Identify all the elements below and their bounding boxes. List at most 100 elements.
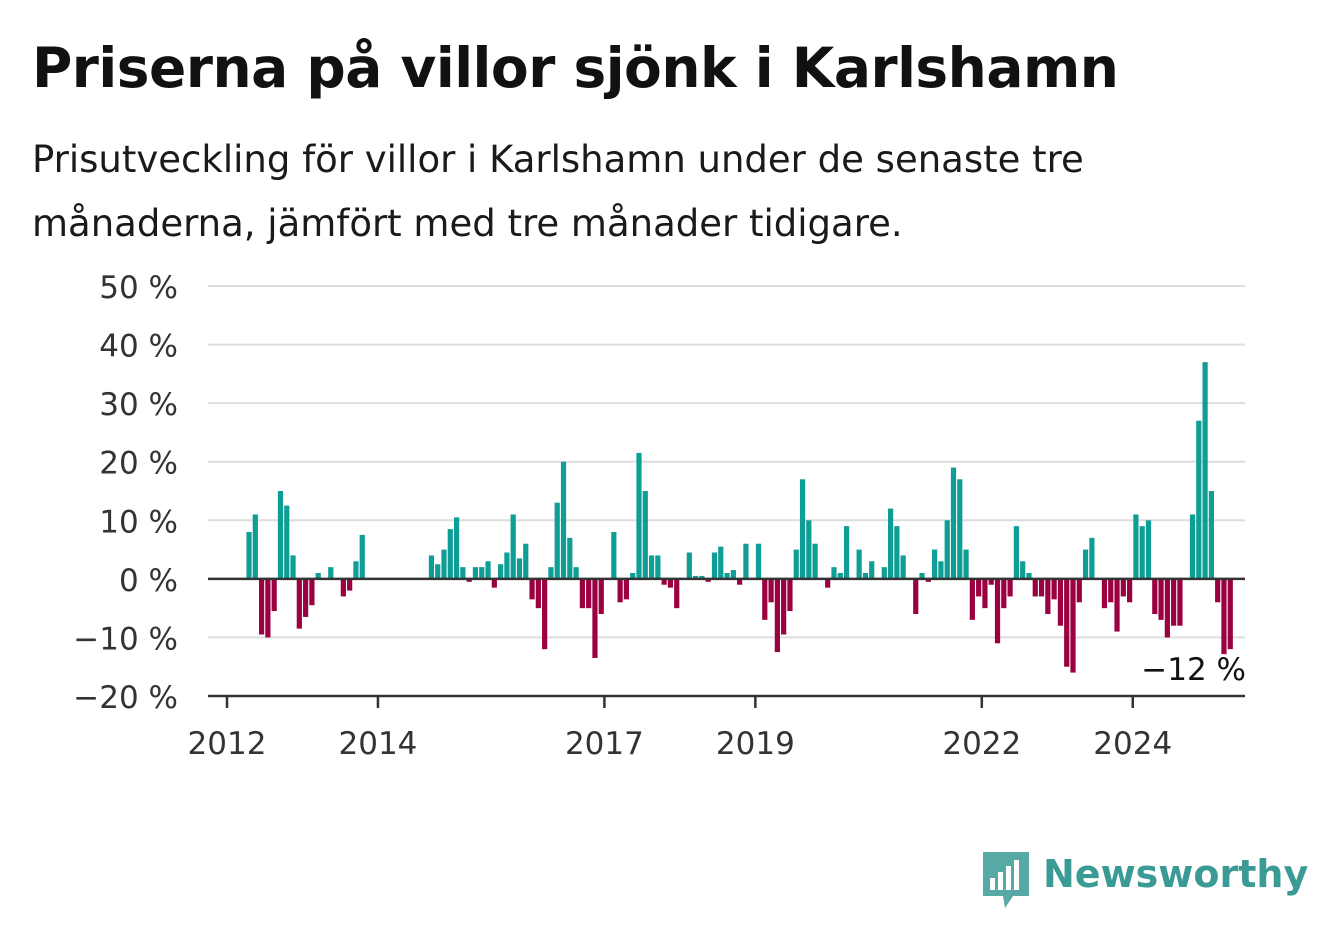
bar: [655, 555, 661, 579]
bar: [1164, 578, 1170, 638]
bar: [1152, 578, 1158, 614]
bar: [881, 567, 887, 579]
bar: [623, 578, 630, 600]
bar: [1001, 578, 1007, 609]
bar: [932, 549, 938, 579]
bar: [737, 578, 743, 585]
bar: [510, 514, 516, 579]
bar: [529, 578, 535, 600]
bar: [1227, 578, 1233, 650]
x-tick-label: 2024: [1093, 726, 1172, 762]
bar: [862, 573, 869, 579]
y-tick-label: 10 %: [99, 504, 178, 540]
bar: [548, 567, 554, 579]
bar: [1013, 526, 1019, 579]
bar: [799, 479, 806, 579]
bar: [340, 578, 346, 597]
bar: [460, 567, 466, 579]
bar: [560, 461, 567, 579]
y-axis-labels: −20 % −10 % 0 % 10 % 20 % 30 % 40 % 50 %: [73, 270, 178, 716]
bar: [435, 564, 441, 579]
bar: [523, 543, 529, 579]
chart-title: Priserna på villor sjönk i Karlshamn: [32, 36, 1119, 100]
x-axis-labels: 2012 2014 2017 2019 2022 2024: [188, 726, 1173, 762]
gridlines: [208, 285, 1245, 639]
x-tick-label: 2017: [565, 726, 644, 762]
bar: [648, 555, 655, 579]
bar: [711, 552, 718, 579]
bar: [1026, 573, 1032, 579]
bar: [296, 578, 302, 629]
bar: [919, 573, 925, 579]
x-tick-label: 2022: [942, 726, 1021, 762]
bar: [1007, 578, 1013, 597]
bar: [265, 578, 271, 638]
bar: [1127, 578, 1133, 603]
bar: [843, 526, 850, 579]
bar: [485, 561, 491, 579]
bar: [969, 578, 975, 620]
bar: [1133, 514, 1139, 579]
bar: [1145, 520, 1152, 579]
y-tick-label: 30 %: [99, 387, 178, 423]
bar: [900, 555, 906, 579]
bar: [730, 570, 736, 579]
bar: [1038, 578, 1045, 597]
newsworthy-logo-icon: [983, 852, 1029, 908]
bar: [667, 578, 674, 588]
bar: [554, 502, 560, 579]
bar: [686, 552, 692, 579]
bar: [1070, 578, 1076, 673]
bar: [466, 578, 472, 582]
bar: [284, 505, 290, 579]
bar: [535, 578, 541, 609]
y-tick-label: 20 %: [99, 446, 178, 482]
bar: [1045, 578, 1051, 614]
bar: [258, 578, 265, 635]
x-tick-label: 2019: [716, 726, 795, 762]
bar-chart: −20 %−10 %0 %10 %20 %30 %40 %50 % 2012 20…: [73, 270, 1249, 762]
x-tick-label: 2012: [188, 726, 267, 762]
bar: [1064, 578, 1070, 667]
bar: [1057, 578, 1064, 626]
bar: [359, 534, 365, 579]
bar: [290, 555, 296, 579]
y-tick-label: −10 %: [73, 621, 178, 657]
bar: [724, 573, 730, 579]
bar: [812, 543, 818, 579]
bar: [988, 578, 994, 585]
bar: [781, 578, 787, 635]
bar: [1120, 578, 1126, 597]
bar: [1196, 420, 1202, 579]
bar: [1101, 578, 1108, 609]
bar: [315, 573, 321, 579]
bar: [957, 479, 963, 579]
brand-name: Newsworthy: [1043, 852, 1309, 896]
bar: [787, 578, 793, 612]
bar: [1076, 578, 1082, 603]
bar: [252, 514, 258, 579]
bar: [963, 549, 969, 579]
bar: [347, 578, 353, 591]
bar: [1032, 578, 1038, 597]
bar: [944, 520, 950, 579]
bar: [1020, 561, 1026, 579]
axes: [208, 577, 1245, 708]
bar: [1215, 578, 1221, 603]
bar: [1108, 578, 1114, 603]
bar: [598, 578, 604, 614]
bar: [271, 578, 277, 612]
bar: [1051, 578, 1057, 600]
bar: [1089, 537, 1095, 579]
bar: [793, 549, 799, 579]
y-tick-label: −20 %: [73, 680, 178, 716]
bar: [1202, 362, 1208, 579]
bar: [674, 578, 680, 609]
latest-value-label: −12 %: [1141, 652, 1246, 688]
bar: [309, 578, 315, 606]
bar: [768, 578, 774, 603]
bar: [837, 573, 843, 579]
bar: [573, 567, 579, 579]
bar: [869, 561, 875, 579]
bar: [277, 491, 284, 579]
